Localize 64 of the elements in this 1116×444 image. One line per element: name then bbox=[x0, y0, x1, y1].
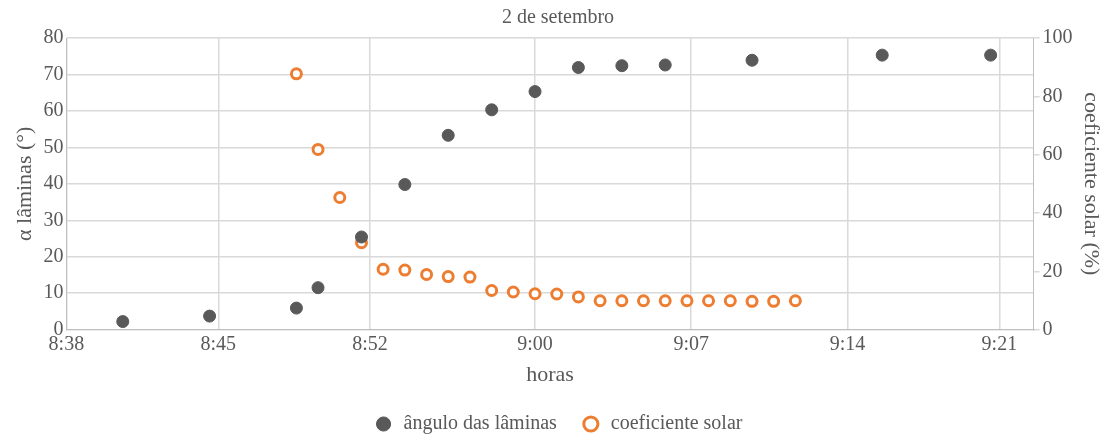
point bbox=[984, 48, 998, 62]
point bbox=[550, 287, 564, 301]
y-tick-label: 70 bbox=[43, 61, 64, 84]
point bbox=[636, 294, 650, 308]
point bbox=[745, 294, 759, 308]
point bbox=[441, 128, 455, 142]
point bbox=[289, 301, 303, 315]
point bbox=[658, 58, 672, 72]
point bbox=[615, 59, 629, 73]
point bbox=[680, 294, 694, 308]
point bbox=[745, 53, 759, 67]
x-tick-label: 9:21 bbox=[981, 331, 1018, 354]
point bbox=[528, 85, 542, 99]
y2-tick-label: 100 bbox=[1042, 25, 1073, 48]
point bbox=[398, 178, 412, 192]
y-tick-label: 10 bbox=[43, 280, 64, 303]
y-axis-title: α lâminas (°) bbox=[10, 126, 36, 241]
point bbox=[441, 270, 455, 284]
chart-title: 2 de setembro bbox=[501, 5, 615, 28]
point bbox=[528, 287, 542, 301]
y2-tick-label: 40 bbox=[1042, 200, 1063, 223]
y-tick-label: 60 bbox=[43, 98, 64, 121]
point bbox=[593, 294, 607, 308]
point bbox=[203, 309, 217, 323]
point bbox=[506, 285, 520, 299]
point bbox=[485, 284, 499, 298]
point bbox=[571, 290, 585, 304]
point bbox=[658, 294, 672, 308]
y-tick-label: 80 bbox=[43, 25, 64, 48]
point bbox=[333, 191, 347, 205]
x-tick-label: 8:45 bbox=[200, 331, 237, 354]
point bbox=[376, 262, 390, 276]
point bbox=[420, 267, 434, 281]
y2-tick-label: 80 bbox=[1042, 83, 1063, 106]
point bbox=[767, 294, 781, 308]
y-tick-label: 40 bbox=[43, 171, 64, 194]
point bbox=[485, 103, 499, 117]
y-tick-label: 30 bbox=[43, 207, 64, 230]
x-tick-label: 9:00 bbox=[517, 331, 553, 354]
point bbox=[355, 230, 369, 244]
point bbox=[311, 142, 325, 156]
x-axis-title: horas bbox=[526, 360, 574, 386]
y2-tick-label: 0 bbox=[1042, 316, 1053, 339]
point bbox=[615, 294, 629, 308]
y2-tick-label: 60 bbox=[1042, 141, 1063, 164]
y2-axis-title: coeficiente solar (%) bbox=[1080, 92, 1106, 276]
point bbox=[289, 67, 303, 81]
point bbox=[788, 294, 802, 308]
point bbox=[875, 48, 889, 62]
point bbox=[571, 61, 585, 75]
legend-label: ângulo das lâminas bbox=[403, 411, 558, 435]
point bbox=[463, 270, 477, 284]
x-tick-label: 9:07 bbox=[673, 331, 710, 354]
y2-tick-label: 20 bbox=[1042, 258, 1063, 281]
y-tick-label: 50 bbox=[43, 134, 64, 157]
point bbox=[311, 281, 325, 295]
point bbox=[702, 294, 716, 308]
point bbox=[723, 294, 737, 308]
x-tick-label: 8:52 bbox=[352, 331, 388, 354]
y-tick-label: 20 bbox=[43, 243, 64, 266]
point bbox=[398, 263, 412, 277]
point bbox=[116, 315, 130, 329]
x-tick-label: 9:14 bbox=[829, 331, 866, 354]
legend-label: coeficiente solar bbox=[610, 411, 743, 434]
